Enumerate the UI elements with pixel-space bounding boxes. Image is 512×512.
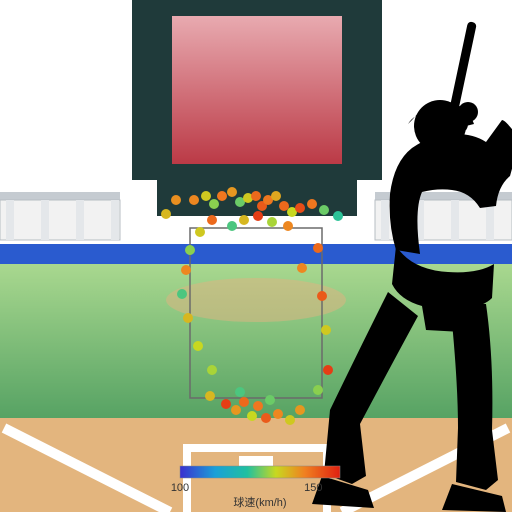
pitch-point bbox=[227, 221, 237, 231]
pitch-point bbox=[323, 365, 333, 375]
stands bbox=[0, 192, 120, 240]
pitch-point bbox=[193, 341, 203, 351]
pitch-point bbox=[207, 215, 217, 225]
pitch-point bbox=[205, 391, 215, 401]
pitch-point bbox=[307, 199, 317, 209]
pitch-point bbox=[285, 415, 295, 425]
pitch-point bbox=[209, 199, 219, 209]
pitch-point bbox=[253, 401, 263, 411]
pitch-point bbox=[333, 211, 343, 221]
pitch-point bbox=[283, 221, 293, 231]
pitch-point bbox=[261, 413, 271, 423]
pitch-point bbox=[221, 399, 231, 409]
pitch-point bbox=[195, 227, 205, 237]
pitch-point bbox=[207, 365, 217, 375]
pitch-point bbox=[267, 217, 277, 227]
pitch-point bbox=[201, 191, 211, 201]
pitch-point bbox=[313, 385, 323, 395]
pitch-point bbox=[161, 209, 171, 219]
pitch-point bbox=[183, 313, 193, 323]
pitch-point bbox=[171, 195, 181, 205]
colorbar bbox=[180, 466, 340, 478]
pitch-point bbox=[239, 215, 249, 225]
pitch-point bbox=[239, 397, 249, 407]
pitch-point bbox=[271, 191, 281, 201]
colorbar-tick: 100 bbox=[171, 482, 189, 494]
pitch-point bbox=[235, 387, 245, 397]
pitch-point bbox=[253, 211, 263, 221]
pitch-point bbox=[251, 191, 261, 201]
outfield-wall bbox=[0, 244, 512, 264]
colorbar-label: 球速(km/h) bbox=[233, 495, 286, 509]
pitch-point bbox=[279, 201, 289, 211]
pitch-point bbox=[313, 243, 323, 253]
pitch-point bbox=[217, 191, 227, 201]
pitch-point bbox=[265, 395, 275, 405]
pitch-point bbox=[273, 409, 283, 419]
pitch-point bbox=[295, 405, 305, 415]
colorbar-tick: 150 bbox=[304, 482, 322, 494]
pitch-point bbox=[295, 203, 305, 213]
pitch-point bbox=[297, 263, 307, 273]
pitch-point bbox=[317, 291, 327, 301]
pitch-point bbox=[177, 289, 187, 299]
pitch-point bbox=[319, 205, 329, 215]
pitch-point bbox=[181, 265, 191, 275]
pitch-point bbox=[185, 245, 195, 255]
pitch-point bbox=[321, 325, 331, 335]
pitch-point bbox=[247, 411, 257, 421]
pitch-point bbox=[227, 187, 237, 197]
pitch-point bbox=[189, 195, 199, 205]
pitch-point bbox=[231, 405, 241, 415]
scoreboard-screen bbox=[172, 16, 342, 164]
